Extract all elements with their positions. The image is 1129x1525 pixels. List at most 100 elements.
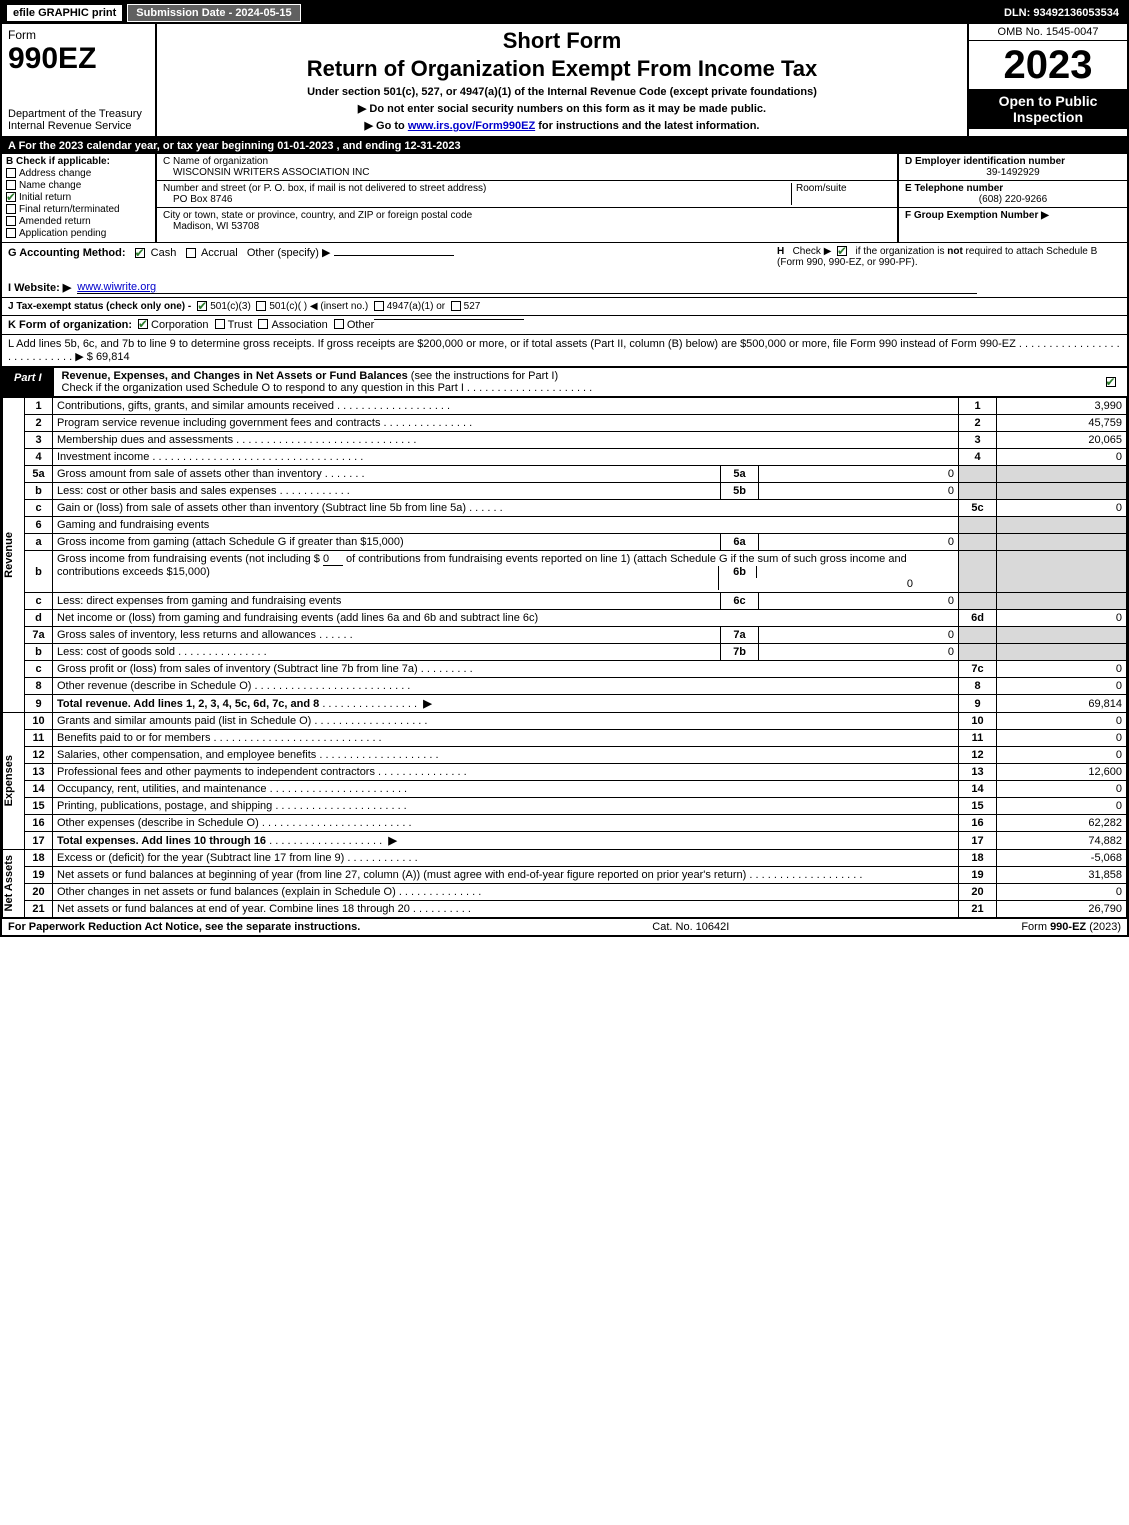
chk-h-schedule-b[interactable] [837,246,847,256]
row-18: Net Assets 18Excess or (deficit) for the… [3,850,1127,867]
line-j-tax-status: J Tax-exempt status (check only one) - 5… [2,298,1127,316]
k-label: K Form of organization: [8,319,132,331]
row-6c-innum: 6c [721,593,759,610]
section-b-header: B Check if applicable: [6,156,151,167]
omb-number: OMB No. 1545-0047 [969,24,1127,41]
row-7c: c Gross profit or (loss) from sales of i… [3,661,1127,678]
row-20-rval: 0 [997,884,1127,901]
telephone-value: (608) 220-9266 [905,194,1121,205]
chk-cash[interactable] [135,248,145,258]
row-14-desc: Occupancy, rent, utilities, and maintena… [57,783,267,795]
chk-name-change[interactable]: Name change [6,180,151,191]
chk-address-change[interactable]: Address change [6,168,151,179]
row-20-rnum: 20 [959,884,997,901]
row-11-desc: Benefits paid to or for members [57,732,210,744]
footer-form-ref: Form 990-EZ (2023) [1021,921,1121,933]
k-trust-label: Trust [228,319,253,331]
website-link[interactable]: www.wiwrite.org [77,281,977,294]
chk-association[interactable] [258,319,268,329]
chk-trust[interactable] [215,319,225,329]
row-5c-desc: Gain or (loss) from sale of assets other… [57,502,466,514]
section-bcd: B Check if applicable: Address change Na… [2,154,1127,243]
row-21-rnum: 21 [959,901,997,918]
chk-501c3[interactable] [197,301,207,311]
irs-link[interactable]: www.irs.gov/Form990EZ [408,120,535,132]
row-15-rval: 0 [997,798,1127,815]
row-11-rnum: 11 [959,730,997,747]
row-14: 14 Occupancy, rent, utilities, and mainte… [3,781,1127,798]
room-suite-label: Room/suite [796,183,891,194]
j-501c-label: 501(c)( ) ◀ (insert no.) [269,301,368,312]
chk-527[interactable] [451,301,461,311]
row-5a: 5a Gross amount from sale of assets othe… [3,466,1127,483]
row-16-rval: 62,282 [997,815,1127,832]
part-i-title: Revenue, Expenses, and Changes in Net As… [54,368,1097,396]
row-4-rval: 0 [997,449,1127,466]
form-word: Form [8,28,149,42]
row-17-rval: 74,882 [997,832,1127,850]
page-footer: For Paperwork Reduction Act Notice, see … [2,918,1127,935]
submission-date-button[interactable]: Submission Date - 2024-05-15 [127,4,300,22]
row-6a-inval: 0 [759,534,959,551]
row-14-rnum: 14 [959,781,997,798]
k-other-input[interactable] [374,319,524,320]
chk-initial-return[interactable]: Initial return [6,192,151,203]
row-5c: c Gain or (loss) from sale of assets oth… [3,500,1127,517]
chk-corporation[interactable] [138,319,148,329]
row-17-arrow: ▶ [388,835,396,847]
row-5b-desc: Less: cost or other basis and sales expe… [57,485,277,497]
org-city-value: Madison, WI 53708 [163,221,891,232]
org-name-value: WISCONSIN WRITERS ASSOCIATION INC [163,167,891,178]
row-5c-rval: 0 [997,500,1127,517]
row-18-rval: -5,068 [997,850,1127,867]
ein-value: 39-1492929 [905,167,1121,178]
form-title-1: Short Form [165,28,959,54]
row-5a-desc: Gross amount from sale of assets other t… [57,468,322,480]
row-17: 17Total expenses. Add lines 10 through 1… [3,832,1127,850]
row-18-rnum: 18 [959,850,997,867]
row-12-rnum: 12 [959,747,997,764]
chk-accrual[interactable] [186,248,196,258]
row-7b-desc: Less: cost of goods sold [57,646,175,658]
row-10-rnum: 10 [959,713,997,730]
row-2: 2Program service revenue including gover… [3,415,1127,432]
row-17-rnum: 17 [959,832,997,850]
row-1-rnum: 1 [959,398,997,415]
row-12-desc: Salaries, other compensation, and employ… [57,749,316,761]
form-title-2: Return of Organization Exempt From Incom… [165,56,959,82]
g-other-input[interactable] [334,255,454,256]
j-501c3-label: 501(c)(3) [210,301,251,312]
i-label: I Website: ▶ [8,281,71,294]
chk-application-pending[interactable]: Application pending [6,228,151,239]
row-4: 4Investment income . . . . . . . . . . .… [3,449,1127,466]
row-7a-inval: 0 [759,627,959,644]
org-street-row: Number and street (or P. O. box, if mail… [157,181,897,208]
k-assoc-label: Association [271,319,327,331]
chk-amended-return[interactable]: Amended return [6,216,151,227]
chk-4947[interactable] [374,301,384,311]
row-20: 20Other changes in net assets or fund ba… [3,884,1127,901]
row-10: Expenses 10Grants and similar amounts pa… [3,713,1127,730]
row-6d-rnum: 6d [959,610,997,627]
chk-final-return[interactable]: Final return/terminated [6,204,151,215]
k-corp-label: Corporation [151,319,208,331]
row-6: 6 Gaming and fundraising events [3,517,1127,534]
section-b-checkboxes: B Check if applicable: Address change Na… [2,154,157,242]
ein-row: D Employer identification number 39-1492… [899,154,1127,181]
row-6b-desc-a: Gross income from fundraising events (no… [57,553,323,565]
row-12: 12 Salaries, other compensation, and empl… [3,747,1127,764]
chk-501c[interactable] [256,301,266,311]
row-6a-innum: 6a [721,534,759,551]
org-street-label: Number and street (or P. O. box, if mail… [163,183,791,194]
telephone-label: E Telephone number [905,183,1121,194]
line-a-tax-year: A For the 2023 calendar year, or tax yea… [2,138,1127,154]
row-16-rnum: 16 [959,815,997,832]
row-7a: 7a Gross sales of inventory, less return… [3,627,1127,644]
row-3-desc: Membership dues and assessments [57,434,233,446]
group-exemption-row: F Group Exemption Number ▶ [899,208,1127,223]
efile-print-button[interactable]: efile GRAPHIC print [6,4,123,22]
j-4947-label: 4947(a)(1) or [387,301,445,312]
top-bar: efile GRAPHIC print Submission Date - 20… [2,2,1127,24]
part-i-check[interactable] [1097,368,1127,396]
chk-other-org[interactable] [334,319,344,329]
